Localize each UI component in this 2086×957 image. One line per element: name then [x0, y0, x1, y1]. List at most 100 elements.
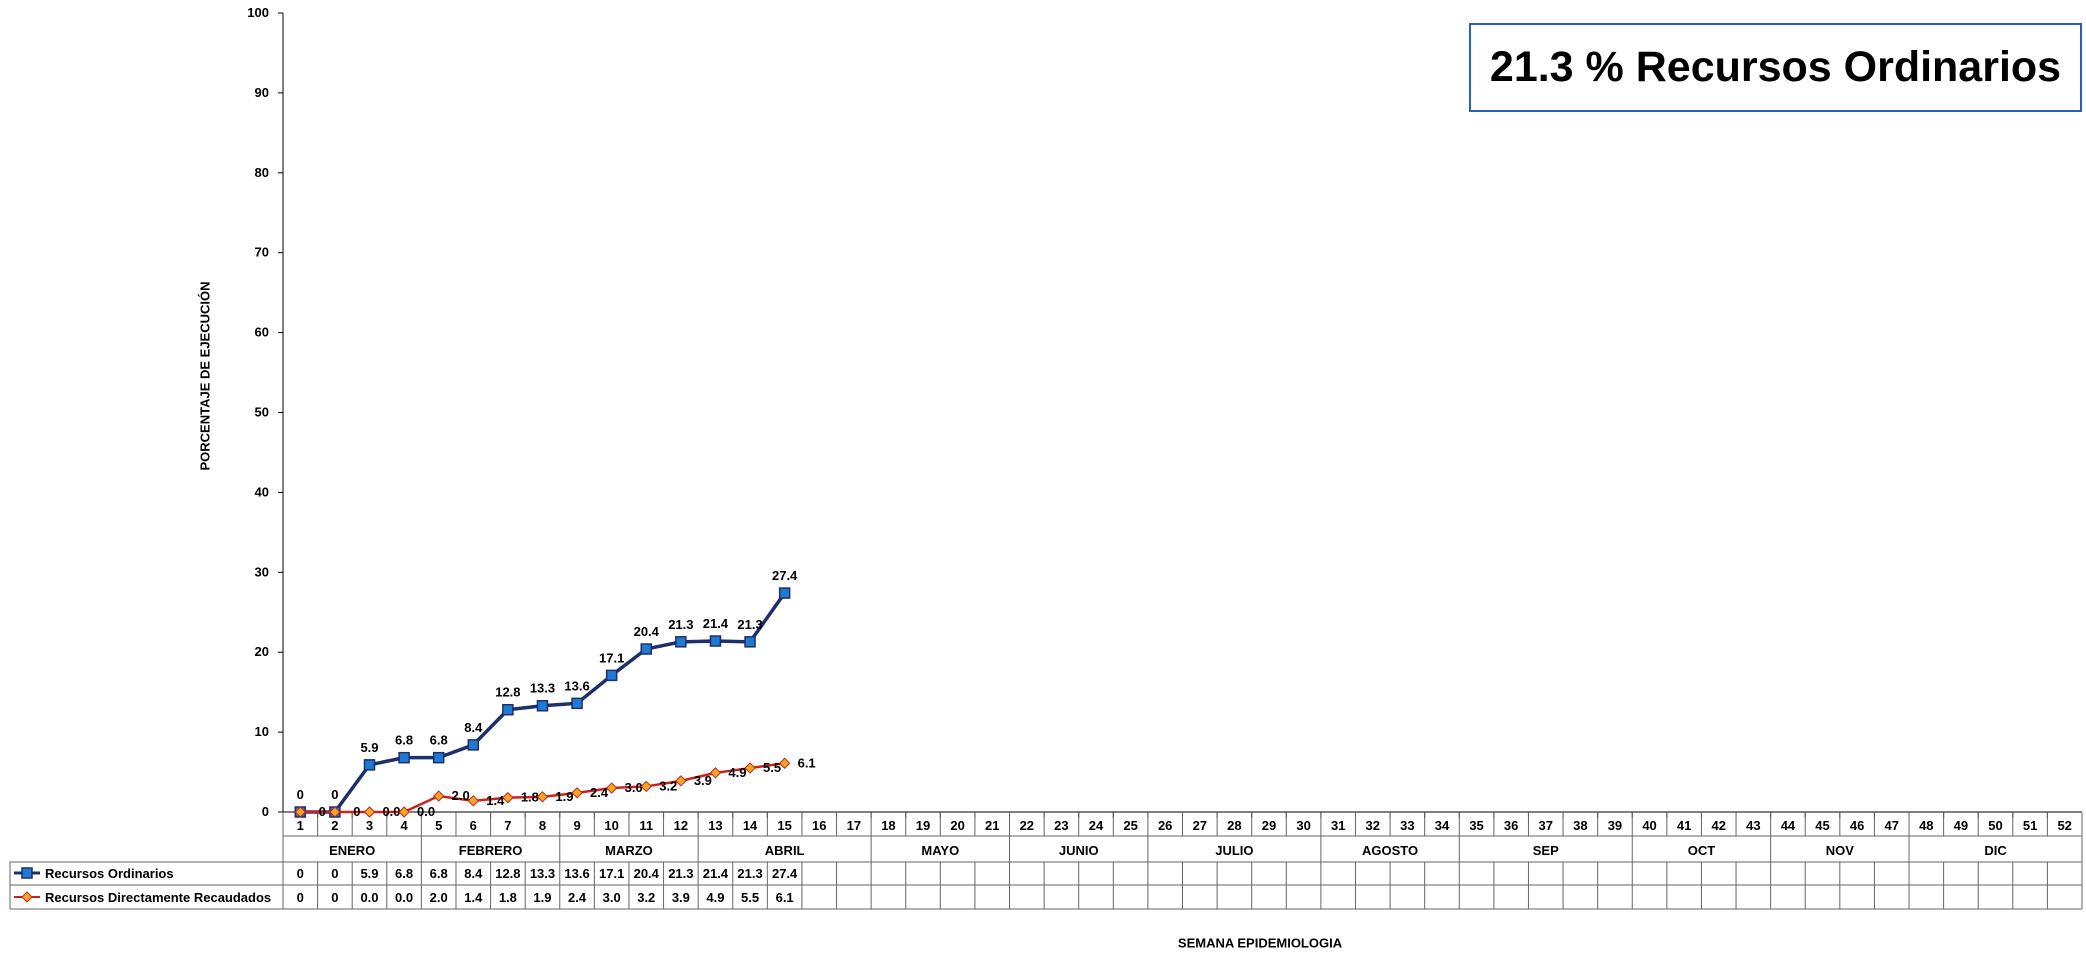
table-cell-s2: 3.9	[672, 890, 690, 905]
data-label-s2: 0.0	[382, 804, 400, 819]
data-label-s1: 5.9	[360, 740, 378, 755]
week-label: 35	[1469, 818, 1483, 833]
week-label: 37	[1539, 818, 1553, 833]
data-label-s1: 21.4	[703, 616, 729, 631]
table-cell-s1: 21.3	[668, 866, 693, 881]
table-cell-s1: 13.6	[564, 866, 589, 881]
week-label: 27	[1193, 818, 1207, 833]
data-point-s1	[640, 643, 653, 655]
data-label-s1: 27.4	[772, 568, 798, 583]
week-label: 1	[297, 818, 304, 833]
data-point-s2	[675, 775, 687, 787]
week-label: 43	[1746, 818, 1760, 833]
week-label: 51	[2023, 818, 2037, 833]
table-cell-s1: 0	[297, 866, 304, 881]
data-label-s1: 0	[331, 787, 338, 802]
week-label: 12	[674, 818, 688, 833]
week-label: 29	[1262, 818, 1276, 833]
week-label: 9	[573, 818, 580, 833]
data-point-s1	[709, 635, 722, 647]
y-tick-label: 50	[255, 405, 269, 420]
data-label-s1: 17.1	[599, 650, 624, 665]
table-cell-s2: 6.1	[776, 890, 794, 905]
data-point-s1	[675, 636, 687, 648]
table-cell-s2: 3.0	[603, 890, 621, 905]
legend-label-s1: Recursos Ordinarios	[45, 866, 174, 881]
week-label: 7	[504, 818, 511, 833]
data-label-s2: 0.0	[417, 804, 435, 819]
week-label: 42	[1712, 818, 1726, 833]
month-label: MAYO	[921, 843, 959, 858]
week-label: 8	[539, 818, 546, 833]
month-label: MARZO	[605, 843, 653, 858]
week-label: 18	[881, 818, 895, 833]
y-tick-label: 90	[255, 85, 269, 100]
week-label: 11	[639, 818, 653, 833]
week-label: 31	[1331, 818, 1345, 833]
table-cell-s1: 21.3	[737, 866, 762, 881]
week-label: 13	[708, 818, 722, 833]
legend-marker-s1	[21, 867, 33, 879]
data-label-s1: 6.8	[395, 733, 413, 748]
week-label: 50	[1988, 818, 2002, 833]
data-label-s2: 1.8	[521, 790, 539, 805]
week-label: 3	[366, 818, 373, 833]
week-label: 46	[1850, 818, 1864, 833]
data-label-s1: 13.6	[564, 678, 589, 693]
week-label: 48	[1919, 818, 1933, 833]
month-label: JUNIO	[1059, 843, 1099, 858]
week-label: 30	[1296, 818, 1310, 833]
data-point-s2	[778, 757, 791, 769]
table-cell-s2: 4.9	[706, 890, 724, 905]
data-label-s2: 1.4	[486, 793, 505, 808]
data-point-s1	[778, 587, 791, 599]
y-tick-label: 70	[255, 245, 269, 260]
week-label: 21	[985, 818, 999, 833]
callout-text: 21.3 % Recursos Ordinarios	[1489, 43, 2062, 91]
data-label-s1: 21.3	[737, 617, 762, 632]
table-cell-s2: 1.4	[464, 890, 483, 905]
table-cell-s2: 5.5	[741, 890, 759, 905]
week-label: 34	[1435, 818, 1450, 833]
table-cell-s2: 0	[331, 890, 338, 905]
data-point-s1	[536, 699, 549, 712]
data-point-s2	[329, 806, 341, 818]
data-point-s2	[571, 787, 583, 799]
month-label: ABRIL	[765, 843, 805, 858]
legend-marker-s2	[21, 891, 33, 903]
data-label-s2: 5.5	[763, 760, 781, 775]
table-cell-s2: 0	[297, 890, 304, 905]
table-cell-s2: 2.4	[568, 890, 587, 905]
week-label: 4	[400, 818, 408, 833]
week-label: 40	[1642, 818, 1656, 833]
week-label: 2	[331, 818, 338, 833]
table-cell-s1: 20.4	[634, 866, 660, 881]
data-label-s2: 1.9	[555, 789, 573, 804]
data-label-s1: 13.3	[530, 681, 555, 696]
table-cell-s1: 6.8	[395, 866, 413, 881]
table-cell-s2: 0.0	[360, 890, 378, 905]
legend-label-s2: Recursos Directamente Recaudados	[45, 890, 271, 905]
y-tick-label: 80	[255, 165, 269, 180]
y-tick-label: 20	[255, 644, 269, 659]
table-cell-s2: 0.0	[395, 890, 413, 905]
week-label: 5	[435, 818, 442, 833]
week-label: 22	[1020, 818, 1034, 833]
week-label: 23	[1054, 818, 1068, 833]
data-point-s2	[640, 780, 652, 793]
y-tick-label: 60	[255, 325, 269, 340]
week-label: 19	[916, 818, 930, 833]
data-point-s2	[398, 806, 410, 818]
data-point-s1	[398, 751, 410, 764]
week-label: 6	[470, 818, 477, 833]
data-label-s1: 12.8	[495, 685, 520, 700]
data-label-s2: 0	[319, 804, 326, 819]
data-point-s2	[744, 762, 756, 774]
data-point-s1	[432, 751, 445, 764]
month-label: SEP	[1533, 843, 1559, 858]
data-point-s1	[502, 703, 514, 716]
table-cell-s1: 12.8	[495, 866, 520, 881]
week-label: 45	[1815, 818, 1829, 833]
data-label-s2: 3.2	[659, 778, 677, 793]
table-cell-s2: 1.9	[533, 890, 551, 905]
